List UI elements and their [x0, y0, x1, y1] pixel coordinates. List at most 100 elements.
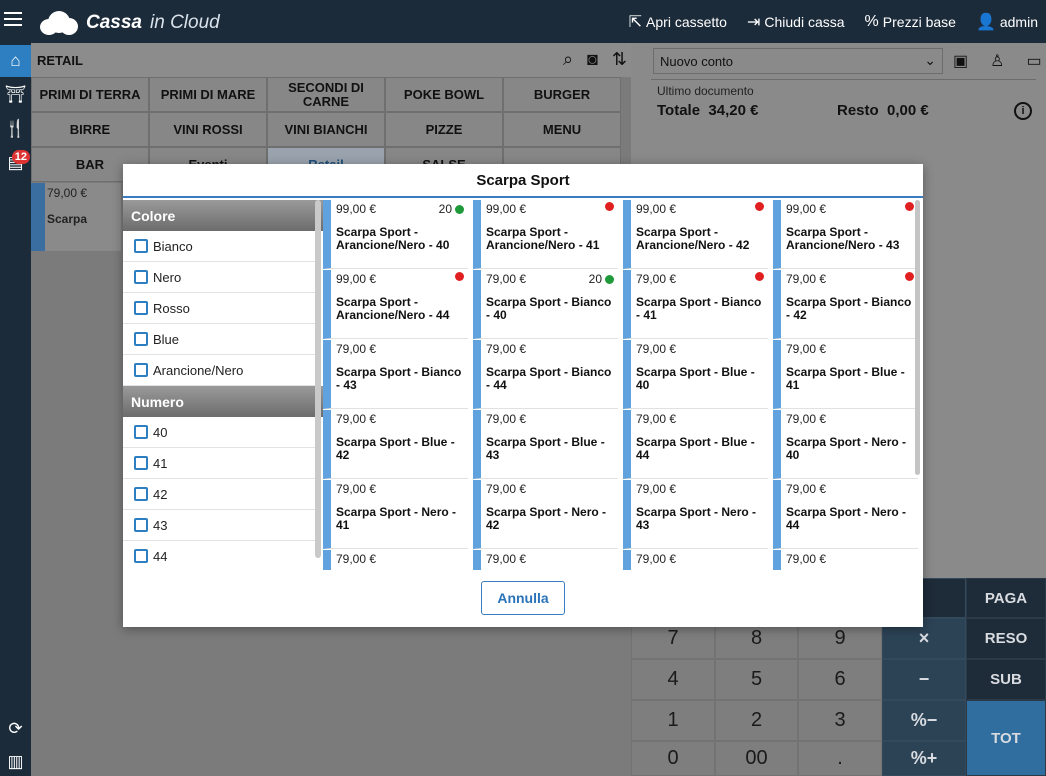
filter-scrollbar[interactable] [315, 200, 321, 558]
filter-option[interactable]: Blue [123, 324, 315, 355]
variant-card[interactable]: 79,00 € Scarpa Sport - Blue - 40 [623, 340, 768, 409]
key-3[interactable]: 3 [798, 700, 882, 741]
subtotal-button[interactable]: SUB [966, 659, 1046, 700]
variant-card[interactable]: 79,00 € [323, 550, 468, 570]
variant-price: 79,00 € [636, 342, 677, 356]
category-burger[interactable]: BURGER [503, 77, 621, 112]
sort-icon[interactable]: ⇅ [611, 49, 627, 69]
variant-price: 79,00 € [486, 552, 527, 566]
key-minus[interactable]: − [882, 659, 966, 700]
orders-icon[interactable]: ▤12 [0, 147, 31, 179]
variant-card[interactable]: 99,00 € Scarpa Sport - Arancione/Nero - 4… [623, 200, 768, 269]
category-menu[interactable]: MENU [503, 112, 621, 147]
checkbox-icon[interactable] [134, 456, 148, 470]
variant-card[interactable]: 79,00 € Scarpa Sport - Nero - 41 [323, 480, 468, 549]
key-percent-plus[interactable]: %+ [882, 741, 966, 776]
category-primi-di-terra[interactable]: PRIMI DI TERRA [31, 77, 149, 112]
variant-card[interactable]: 79,00 € Scarpa Sport - Nero - 42 [473, 480, 618, 549]
variant-card[interactable]: 79,00 € Scarpa Sport - Bianco - 41 [623, 270, 768, 339]
base-prices-button[interactable]: % Prezzi base [864, 12, 956, 30]
checkbox-icon[interactable] [134, 487, 148, 501]
filter-option[interactable]: 44 [123, 541, 315, 570]
variant-card[interactable]: 79,00 € [773, 550, 918, 570]
category-primi-di-mare[interactable]: PRIMI DI MARE [149, 77, 267, 112]
category-vini-rossi[interactable]: VINI ROSSI [149, 112, 267, 147]
filter-option[interactable]: 41 [123, 448, 315, 479]
filter-option[interactable]: Arancione/Nero [123, 355, 315, 386]
home-icon[interactable]: ⌂ [0, 45, 31, 77]
filter-option[interactable]: Bianco [123, 231, 315, 262]
variant-card[interactable]: 79,00 € Scarpa Sport - Nero - 43 [623, 480, 768, 549]
variant-card[interactable]: 79,00 € Scarpa Sport - Blue - 43 [473, 410, 618, 479]
checkbox-icon[interactable] [134, 239, 148, 253]
filter-option[interactable]: 42 [123, 479, 315, 510]
search-icon[interactable]: ⌕ [562, 49, 574, 69]
checkbox-icon[interactable] [134, 332, 148, 346]
filter-option[interactable]: Rosso [123, 293, 315, 324]
variant-card[interactable]: 99,00 € Scarpa Sport - Arancione/Nero - 4… [473, 200, 618, 269]
checkbox-icon[interactable] [134, 270, 148, 284]
barcode-icon[interactable]: ▥ [7, 752, 24, 771]
variant-card[interactable]: 79,00 € Scarpa Sport - Bianco - 44 [473, 340, 618, 409]
variant-card[interactable]: 79,00 € Scarpa Sport - Bianco - 42 [773, 270, 918, 339]
key-decimal[interactable]: . [798, 741, 882, 776]
filter-option[interactable]: Nero [123, 262, 315, 293]
variant-name: Scarpa Sport - Blue - 41 [786, 365, 905, 392]
variant-card[interactable]: 99,00 € Scarpa Sport - Arancione/Nero - 4… [773, 200, 918, 269]
key-0[interactable]: 0 [631, 741, 715, 776]
variant-price: 79,00 € [636, 552, 677, 566]
variant-card[interactable]: 79,00 € Scarpa Sport - Nero - 44 [773, 480, 918, 549]
variant-price: 79,00 € [636, 412, 677, 426]
filter-option[interactable]: 40 [123, 417, 315, 448]
key-percent-minus[interactable]: %− [882, 700, 966, 741]
key-00[interactable]: 00 [715, 741, 798, 776]
category-birre[interactable]: BIRRE [31, 112, 149, 147]
variant-card[interactable]: 79,00 € [623, 550, 768, 570]
variant-card[interactable]: 79,00 € Scarpa Sport - Blue - 42 [323, 410, 468, 479]
account-select[interactable]: Nuovo conto ⌄ [653, 48, 943, 74]
fork-knife-icon[interactable]: 🍴 [4, 119, 27, 138]
key-1[interactable]: 1 [631, 700, 715, 741]
menu-icon[interactable] [4, 12, 22, 28]
key-5[interactable]: 5 [715, 659, 798, 700]
total-button[interactable]: TOT [966, 700, 1046, 776]
category-vini-bianchi[interactable]: VINI BIANCHI [267, 112, 385, 147]
save-icon[interactable]: ▣ [953, 53, 969, 70]
checkbox-icon[interactable] [134, 301, 148, 315]
variant-card[interactable]: 99,00 € Scarpa Sport - Arancione/Nero - 4… [323, 270, 468, 339]
key-6[interactable]: 6 [798, 659, 882, 700]
checkbox-icon[interactable] [134, 549, 148, 563]
close-register-button[interactable]: ⇥ Chiudi cassa [746, 13, 845, 31]
briefcase-icon[interactable]: ▭ [1026, 53, 1042, 70]
variant-scrollbar[interactable] [915, 200, 920, 475]
key-4[interactable]: 4 [631, 659, 715, 700]
category-pizze[interactable]: PIZZE [385, 112, 503, 147]
info-icon[interactable]: i [1014, 102, 1032, 120]
product-tile[interactable]: 79,00 € Scarpa [31, 183, 121, 251]
camera-icon[interactable]: ◙ [587, 49, 598, 69]
pay-button[interactable]: PAGA [966, 578, 1046, 618]
category-poke-bowl[interactable]: POKE BOWL [385, 77, 503, 112]
variant-card[interactable]: 79,00 € Scarpa Sport - Bianco - 43 [323, 340, 468, 409]
checkbox-icon[interactable] [134, 425, 148, 439]
open-drawer-button[interactable]: ⇱ Apri cassetto [628, 13, 727, 31]
variant-card[interactable]: 99,00 € Scarpa Sport - Arancione/Nero - 4… [323, 200, 468, 269]
checkbox-icon[interactable] [134, 363, 148, 377]
variant-card[interactable]: 79,00 € Scarpa Sport - Blue - 41 [773, 340, 918, 409]
sync-icon[interactable]: ⟳ [8, 719, 23, 738]
variant-name: Scarpa Sport - Bianco - 44 [486, 365, 612, 392]
cancel-button[interactable]: Annulla [481, 581, 565, 615]
tables-icon[interactable]: ⛩ [4, 85, 27, 104]
variant-card[interactable]: 79,00 € Scarpa Sport - Blue - 44 [623, 410, 768, 479]
user-button[interactable]: 👤 admin [975, 13, 1038, 31]
variant-card[interactable]: 79,00 € Scarpa Sport - Nero - 40 [773, 410, 918, 479]
last-document-label: Ultimo documento [657, 84, 754, 98]
category-secondi-di-carne[interactable]: SECONDI DI CARNE [267, 77, 385, 112]
variant-card[interactable]: 79,00 € Scarpa Sport - Bianco - 40 20 [473, 270, 618, 339]
return-button[interactable]: RESO [966, 618, 1046, 659]
filter-option[interactable]: 43 [123, 510, 315, 541]
checkbox-icon[interactable] [134, 518, 148, 532]
customer-icon[interactable]: ♙ [990, 53, 1005, 70]
key-2[interactable]: 2 [715, 700, 798, 741]
variant-card[interactable]: 79,00 € [473, 550, 618, 570]
